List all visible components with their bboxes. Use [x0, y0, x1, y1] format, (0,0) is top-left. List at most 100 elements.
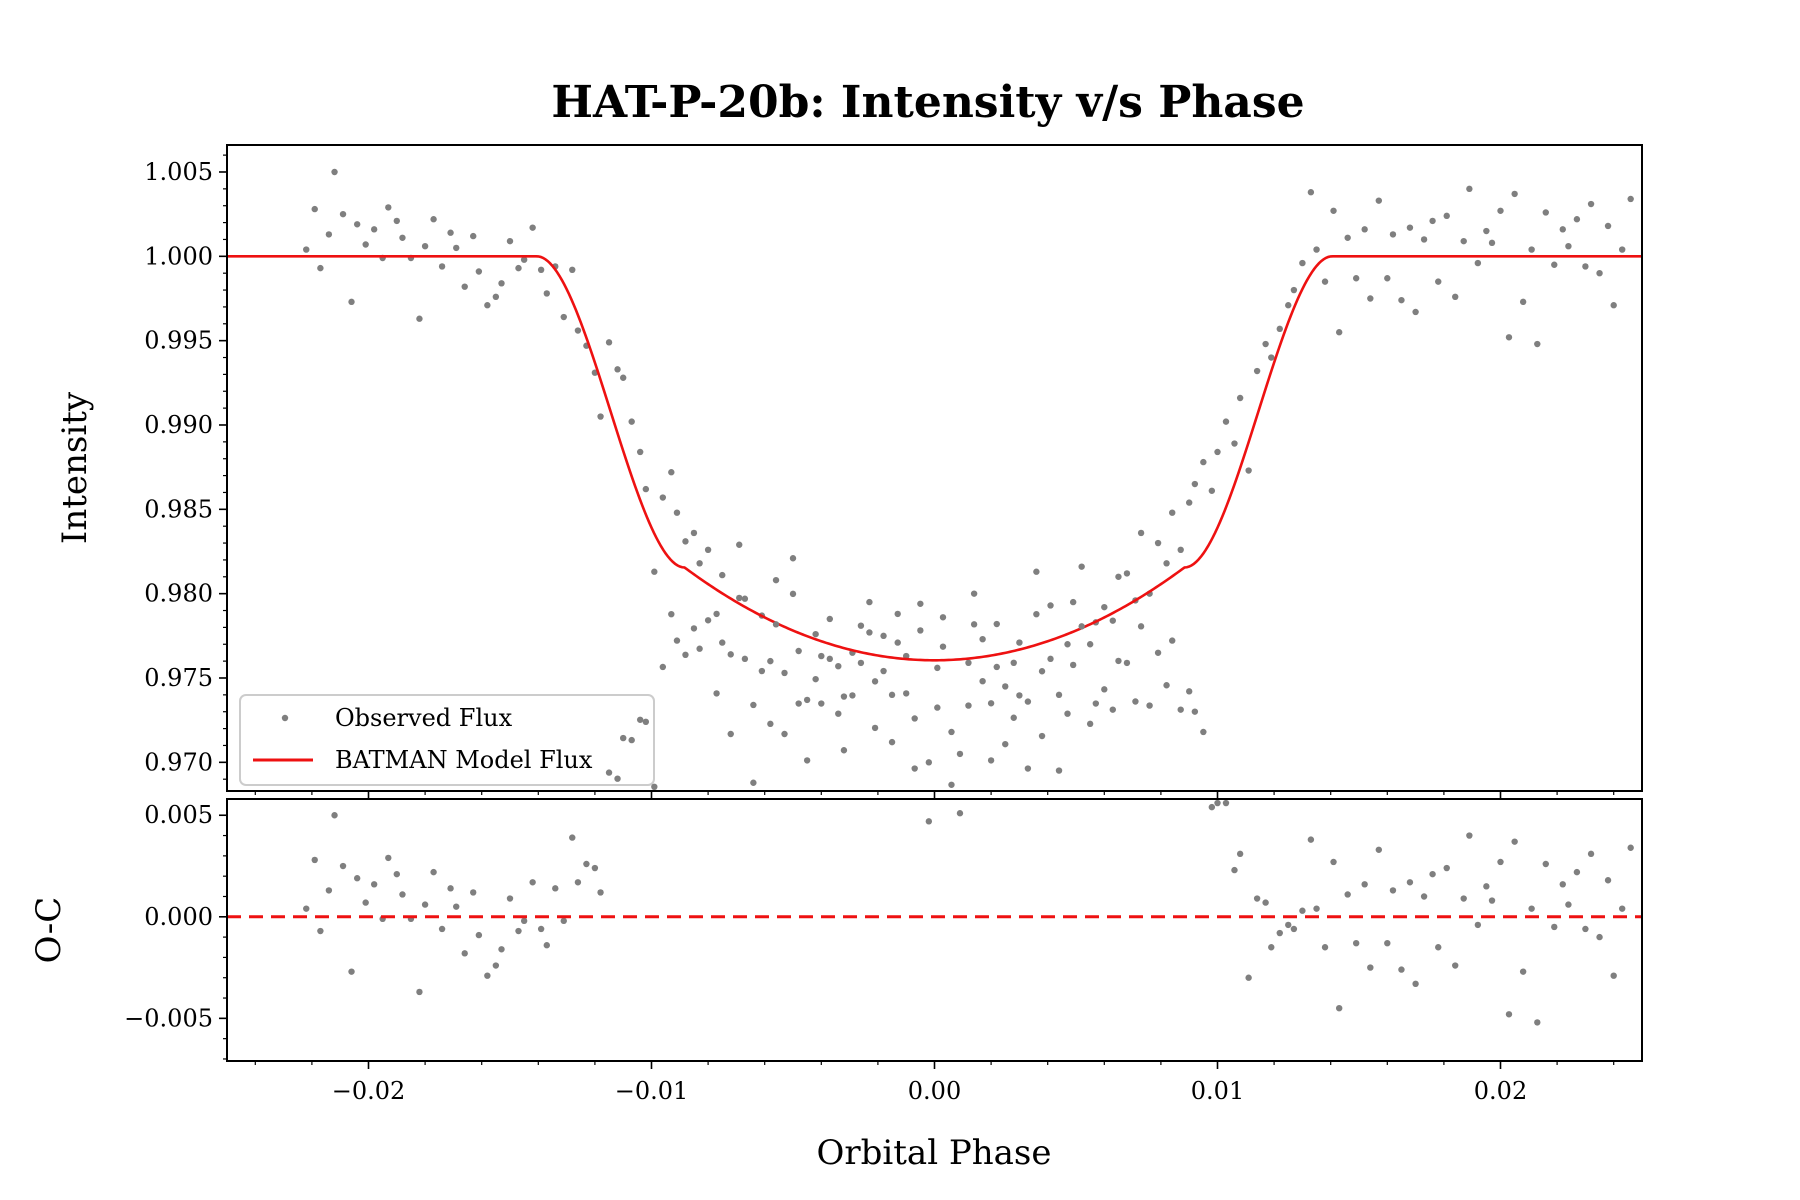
residual-point [475, 931, 483, 939]
observed-flux-point [979, 636, 986, 643]
legend-marker-observed-flux [281, 714, 289, 722]
residual-point [1163, 682, 1170, 689]
residual-point [857, 659, 865, 667]
observed-flux-point [1344, 234, 1351, 241]
observed-flux-point [1253, 367, 1261, 375]
observed-flux-point [965, 659, 972, 667]
observed-flux-point [1452, 293, 1459, 300]
residual-point [484, 972, 491, 979]
residual-point [979, 678, 986, 685]
residual-point [1335, 1004, 1343, 1012]
observed-flux-point [1406, 224, 1414, 231]
residual-point [506, 895, 514, 902]
residual-point [1038, 732, 1046, 740]
residual-point [818, 700, 825, 707]
residual-point [1010, 714, 1017, 721]
observed-flux-point [1627, 195, 1634, 203]
observed-flux-point [1429, 217, 1436, 225]
residual-point [447, 885, 454, 892]
residual-point [1367, 964, 1374, 971]
observed-flux-point [1010, 659, 1017, 667]
residual-point [1285, 921, 1292, 929]
residual-point [1268, 944, 1275, 951]
observed-flux-point [370, 226, 378, 233]
residual-point [1604, 877, 1612, 884]
observed-flux-point [1604, 222, 1612, 230]
residual-point [1024, 765, 1032, 772]
residual-point [888, 738, 896, 746]
observed-flux-point [767, 657, 774, 665]
residual-point [894, 639, 901, 646]
residual-point [849, 692, 856, 699]
observed-flux-point [498, 280, 505, 287]
residual-y-axis-title: O-C [29, 897, 69, 964]
main-y-tick-label: 1.000 [144, 242, 213, 270]
residual-point [311, 856, 318, 864]
observed-flux-point [1375, 197, 1383, 204]
observed-flux-point [1177, 546, 1184, 553]
residual-point [1505, 1011, 1513, 1018]
observed-flux-point [1511, 190, 1518, 198]
residual-point [866, 629, 873, 636]
residual-point [1177, 706, 1184, 713]
observed-flux-point [1361, 226, 1368, 233]
residual-point [574, 879, 582, 886]
observed-flux-point [866, 598, 873, 606]
residual-point [690, 625, 698, 632]
residual-point [1276, 929, 1283, 937]
observed-flux-point [325, 231, 333, 238]
observed-flux-point [1528, 246, 1535, 253]
observed-flux-point [1245, 467, 1252, 474]
residual-point [1299, 907, 1306, 914]
residual-point [704, 617, 712, 624]
observed-flux-point [659, 494, 667, 501]
observed-flux-point [506, 237, 514, 245]
residual-point [812, 675, 819, 683]
residual-point [1253, 895, 1261, 902]
observed-flux-point [1483, 227, 1490, 235]
residual-point [668, 610, 675, 618]
residual-point [956, 810, 964, 817]
observed-flux-point [789, 555, 797, 562]
observed-flux-point [682, 538, 689, 545]
observed-flux-point [939, 614, 947, 621]
observed-flux-point [871, 678, 879, 685]
observed-flux-point [331, 168, 338, 176]
observed-flux-point [484, 302, 491, 309]
observed-flux-point [1101, 603, 1108, 611]
observed-flux-point [1208, 487, 1216, 494]
residual-point [758, 667, 766, 675]
observed-flux-point [1466, 185, 1473, 193]
residual-point [1528, 905, 1535, 912]
residual-point [1307, 836, 1315, 843]
observed-flux-point [475, 268, 483, 275]
residual-point [1078, 623, 1085, 630]
residual-point [993, 663, 1000, 671]
residual-point [696, 645, 703, 652]
residual-point [1290, 925, 1298, 933]
observed-flux-point [696, 560, 703, 567]
residual-point [317, 927, 324, 935]
residual-point [438, 925, 446, 933]
observed-flux-point [1200, 458, 1207, 466]
residual-point [1191, 708, 1199, 715]
observed-flux-point [1285, 302, 1292, 309]
residual-point [1420, 893, 1428, 900]
observed-flux-point [673, 509, 681, 516]
residual-point [727, 730, 734, 738]
residual-point [1452, 962, 1459, 969]
observed-flux-point [461, 283, 468, 290]
residual-point [1123, 659, 1131, 667]
chart-title: HAT-P-20b: Intensity v/s Phase [551, 77, 1304, 128]
observed-flux-point [741, 595, 749, 602]
observed-flux-point [1534, 340, 1541, 348]
observed-flux-point [348, 298, 355, 306]
x-axis-title: Orbital Phase [817, 1133, 1052, 1173]
observed-flux-point [736, 541, 743, 548]
residual-point [1222, 799, 1230, 807]
observed-flux-point [1137, 529, 1145, 537]
residual-point [642, 718, 650, 726]
observed-flux-point [416, 315, 423, 322]
observed-flux-point [614, 366, 621, 373]
